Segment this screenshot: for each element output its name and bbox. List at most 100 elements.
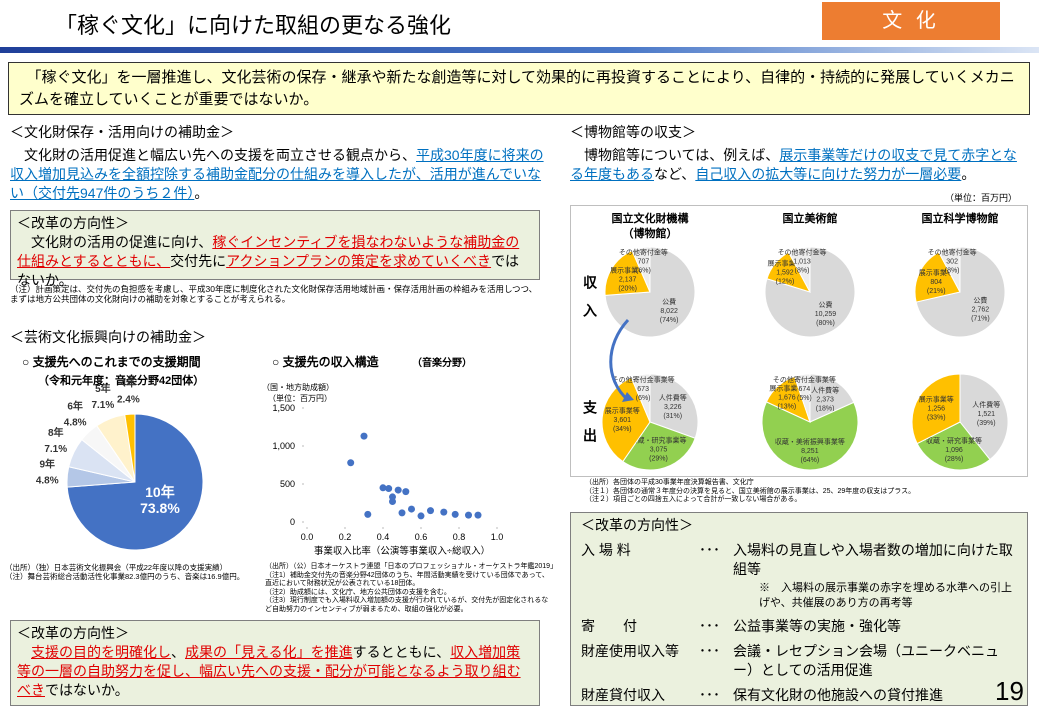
slice-label: 公費 xyxy=(973,295,987,304)
slice-label: 674 xyxy=(799,386,811,393)
item: 財産使用収入等 ･･･ 会議・レセプション会場（ユニークベニュー）としての活用促進 xyxy=(581,642,1017,680)
slice-label: (74%) xyxy=(660,317,679,324)
heading: ＜芸術文化振興向けの補助金＞ xyxy=(10,329,206,345)
source-line: （注２）項目ごとの四捨五入によって合計が一致しない場合がある。 xyxy=(585,496,802,503)
pie-slice xyxy=(911,373,961,445)
item-label: 財産使用収入等 xyxy=(581,643,679,659)
chart-title: ○ 支援先の収入構造 xyxy=(272,354,380,369)
slice-label: (21%) xyxy=(927,288,946,295)
scatter-point xyxy=(451,510,459,518)
pie-slice xyxy=(938,246,961,293)
y-unit: （単位：百万円） xyxy=(268,393,332,403)
slice-value: 4.8% xyxy=(36,475,59,486)
slice-label: 10年 xyxy=(145,484,175,500)
slice-label: 展示事業等 xyxy=(767,258,802,267)
pie-slice xyxy=(631,246,651,293)
slice-label: 人件費等 xyxy=(972,400,1000,409)
scatter-point xyxy=(402,488,410,496)
scatter-point xyxy=(379,484,387,492)
slice-label: (31%) xyxy=(663,413,682,420)
text-segment: 交付先に xyxy=(170,253,227,269)
text-segment: するとともに、 xyxy=(352,644,451,660)
slice-label: (29%) xyxy=(649,456,668,463)
scatter-point xyxy=(385,485,393,493)
source-line: （注3）現行制度でも入場料収入増加額の支援が行われているが、交付先が固定化される… xyxy=(265,597,549,613)
source-line: （出所）各団体の平成30事業年度決算報告書、文化庁 xyxy=(585,479,754,486)
column-header: 国立科学博物館 xyxy=(922,211,999,225)
scatter-point xyxy=(440,508,448,516)
pie-slice xyxy=(916,421,991,471)
paragraph: 博物館等については、例えば、展示事業等だけの収支で見て赤字となる年度もあるなど、… xyxy=(570,146,1030,184)
x-tick-label: 0.4 xyxy=(377,532,390,542)
scatter-point xyxy=(417,512,425,520)
text-segment: など、 xyxy=(654,166,696,182)
row-label: 収入 xyxy=(582,275,598,331)
title: 「稼ぐ文化」に向けた取組の更なる強化 xyxy=(55,13,452,38)
text-segment: 。 xyxy=(961,166,976,182)
slice-value: 7.1% xyxy=(44,444,67,455)
source-line: （出所）（公）日本オーケストラ連盟「日本のプロフェッショナル・オーケストラ年鑑2… xyxy=(265,563,558,570)
slice-label: 302 xyxy=(946,259,958,266)
slice-label: 5年 xyxy=(95,382,111,395)
x-tick-label: 1.0 xyxy=(491,532,504,542)
scatter-point xyxy=(465,511,472,519)
source-line: （注1）補助金交付先の音楽分野42団体のうち、年間活動実績を受けている団体であっ… xyxy=(265,571,549,588)
y-tick-label: 0 xyxy=(290,517,295,527)
y-tick-label: 500 xyxy=(280,479,295,489)
slice-label: (71%) xyxy=(971,315,990,322)
source-line: （注2）助成額には、文化庁、地方公共団体の支援を含む。 xyxy=(265,588,451,596)
slice-label: (12%) xyxy=(776,278,795,285)
slice-label: (5%) xyxy=(797,395,812,402)
pie-slice xyxy=(809,373,855,423)
scatter-point xyxy=(394,486,402,494)
slice-value: 2.4% xyxy=(117,394,140,405)
slice-label: (28%) xyxy=(945,456,964,463)
source-line: （注）舞台芸術総合活動活性化事業82.3億円のうち、音楽は16.9億円。 xyxy=(5,572,245,581)
item-dots: ･･･ xyxy=(699,643,720,659)
column-header: 国立文化財機構 xyxy=(612,211,689,225)
item-list: 入 場 料 ･･･ 入場料の見直しや入場者数の増加に向けた取組等 ※ 入場料の展示事業… xyxy=(581,541,1017,705)
slice-label: 3,601 xyxy=(614,417,632,424)
pie-slice xyxy=(793,373,811,423)
item-text: 公益事業等の実施・強化等 xyxy=(733,618,901,634)
slice-label: 人件費等 xyxy=(811,386,839,395)
item-label: 寄 付 xyxy=(581,618,637,634)
pie-slice xyxy=(630,373,651,423)
text-segment: 収入増加策等の一層の自助努力を促し、幅広い先への支援・配分が可能となるよう取り組… xyxy=(17,644,521,698)
slice-label: 6年 xyxy=(67,399,83,412)
source-line: （注１）各団体の通常３年度分の決算を見ると、国立美術館の展示事業は、25、29年… xyxy=(585,487,916,495)
chart-subtitle: （音楽分野） xyxy=(412,356,472,369)
pie-slice xyxy=(761,401,859,471)
item-dots: ･･･ xyxy=(699,542,720,558)
slice-label: (6%) xyxy=(636,267,651,274)
slice-label: 3,075 xyxy=(650,447,668,454)
scatter-point xyxy=(408,505,415,513)
slice-label: (18%) xyxy=(816,406,835,413)
text-segment: 展示事業等だけの収支で見て赤字となる年度もある xyxy=(570,147,1017,182)
chart-title: ○ 支援先へのこれまでの支援期間 xyxy=(22,354,201,369)
text-segment: 平成30年度に将来の収入増加見込みを全額控除する補助金配分の仕組みを導入したが、… xyxy=(10,147,544,201)
slice-label: 展示事業等 xyxy=(919,268,954,277)
pie-slice xyxy=(604,250,651,296)
heading: ＜改革の方向性＞ xyxy=(17,215,129,231)
slice-label: 1,676 xyxy=(778,394,796,401)
header-rule xyxy=(0,47,1039,53)
chart-subtitle: （令和元年度：音楽分野42団体） xyxy=(38,373,204,387)
slice-label: その他寄付金等 xyxy=(778,248,827,257)
sources: （出所）各団体の平成30事業年度決算報告書、文化庁 （注１）各団体の通常３年度分の… xyxy=(585,479,1025,505)
item-note: ※ 入場料の展示事業の赤字を埋める水準への引上げや、共催展のあり方の再考等 xyxy=(759,582,1012,609)
text-segment: 博物館等については、例えば、 xyxy=(570,147,780,163)
slice-label: 673 xyxy=(637,386,649,393)
reform-box: ＜改革の方向性＞ 支援の目的を明確化し、成果の「見える化」を推進するとともに、収… xyxy=(10,620,540,706)
scatter-point xyxy=(347,459,355,467)
heading: ＜改革の方向性＞ xyxy=(581,517,693,533)
item-text: 保有文化財の他施設への貸付推進 xyxy=(733,687,943,703)
chart-frame xyxy=(570,205,1028,477)
slice-value: 7.1% xyxy=(91,400,114,411)
pie-slice xyxy=(601,377,651,463)
slice-label: 2,137 xyxy=(619,276,637,283)
text-segment: 。 xyxy=(194,185,209,201)
item: 寄 付 ･･･ 公益事業等の実施・強化等 xyxy=(581,617,1017,636)
slice-label: (8%) xyxy=(945,268,960,275)
